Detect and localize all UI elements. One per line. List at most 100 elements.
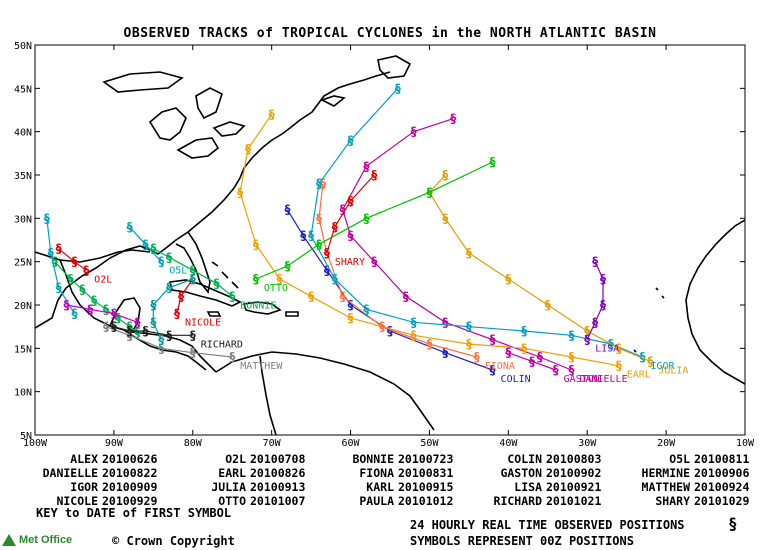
key-entry: O5L 20100811: [622, 452, 770, 466]
key-storm-date: 20101021: [546, 494, 602, 508]
storm-track-richard: §§§§§: [111, 320, 196, 343]
cyclone-position-icon: §: [395, 81, 401, 95]
key-storm-name: PAULA: [359, 494, 394, 508]
key-storm-name: O5L: [669, 452, 690, 466]
lon-label: 30W: [578, 438, 597, 449]
lon-label: 10W: [736, 438, 755, 449]
key-storm-date: 20100921: [546, 480, 602, 494]
cyclone-position-icon: §: [142, 237, 148, 251]
cyclone-position-icon: §: [190, 263, 196, 277]
storm-label-bonnie: BONNIE: [240, 300, 276, 311]
cyclone-position-icon: §: [308, 229, 314, 243]
key-storm-name: LISA: [514, 480, 542, 494]
cyclone-position-icon: §: [363, 211, 369, 225]
key-storm-date: 20100915: [398, 480, 454, 494]
cyclone-position-icon: §: [229, 350, 235, 364]
storm-label-nicole: NICOLE: [185, 318, 221, 329]
key-entry: EARL 20100826: [178, 466, 326, 480]
key-row: DANIELLE 20100822 EARL 20100826 FIONA 2010083…: [30, 466, 770, 480]
cyclone-position-icon: §: [568, 350, 574, 364]
cyclone-position-icon: §: [363, 159, 369, 173]
cyclone-position-icon: §: [521, 324, 527, 338]
cyclone-position-icon: §: [442, 315, 448, 329]
storm-label-julia: JULIA: [658, 365, 688, 376]
lat-label: 45N: [14, 84, 32, 95]
key-storm-date: 20100909: [102, 480, 158, 494]
cyclone-position-icon: §: [111, 320, 117, 334]
cyclone-position-icon: §: [442, 211, 448, 225]
lon-label: 70W: [263, 438, 282, 449]
key-storm-name: ALEX: [70, 452, 98, 466]
storm-track-matthew: § § § § §: [103, 320, 235, 364]
cyclone-position-icon: §: [379, 320, 385, 334]
cyclone-symbol-icon: §: [728, 514, 738, 533]
storm-track-lisa: §§§§§: [584, 255, 606, 347]
cyclone-position-icon: §: [616, 341, 622, 355]
storm-label-colin: COLIN: [501, 374, 531, 385]
cyclone-position-icon: §: [52, 255, 58, 269]
cyclone-position-icon: §: [190, 346, 196, 360]
cyclone-position-icon: §: [229, 289, 235, 303]
cyclone-position-icon: §: [190, 328, 196, 342]
cyclone-position-icon: §: [466, 320, 472, 334]
cyclone-position-icon: §: [600, 272, 606, 286]
storm-track-gaston: §§§: [505, 346, 558, 377]
key-storm-name: DANIELLE: [42, 466, 98, 480]
cyclone-position-icon: §: [111, 307, 117, 321]
storm-label-danielle: DANIELLE: [579, 374, 627, 385]
lon-label: 60W: [342, 438, 361, 449]
cyclone-position-icon: §: [537, 350, 543, 364]
cyclone-position-icon: §: [316, 237, 322, 251]
cyclone-position-icon: §: [474, 350, 480, 364]
key-entry: FIONA 20100831: [326, 466, 474, 480]
cyclone-position-icon: §: [568, 363, 574, 377]
lat-label: 20N: [14, 301, 32, 312]
key-entry: MATTHEW 20100924: [622, 480, 770, 494]
key-storm-name: FIONA: [359, 466, 394, 480]
lon-label: 40W: [499, 438, 518, 449]
key-entry: PAULA 20101012: [326, 494, 474, 508]
cyclone-position-icon: §: [103, 302, 109, 316]
cyclone-position-icon: §: [83, 263, 89, 277]
cyclone-position-icon: §: [158, 341, 164, 355]
key-storm-date: 20100826: [250, 466, 306, 480]
cyclone-position-icon: §: [584, 324, 590, 338]
cyclone-position-icon: §: [466, 337, 472, 351]
cyclone-position-icon: §: [348, 133, 354, 147]
key-storm-name: IGOR: [70, 480, 98, 494]
lon-label: 80W: [184, 438, 203, 449]
key-storm-name: NICOLE: [56, 494, 98, 508]
key-storm-name: KARL: [366, 480, 394, 494]
storm-label-shary: SHARY: [335, 257, 365, 268]
storm-track-o2l: § § §: [56, 242, 90, 278]
key-entry: JULIA 20100913: [178, 480, 326, 494]
cyclone-position-icon: §: [135, 326, 141, 340]
cyclone-position-icon: §: [450, 112, 456, 126]
cyclone-position-icon: §: [387, 324, 393, 338]
cyclone-position-icon: §: [68, 272, 74, 286]
storm-label-o2l: O2L: [94, 274, 112, 285]
key-storm-date: 20100626: [102, 452, 158, 466]
cyclone-position-icon: §: [115, 311, 121, 325]
cyclone-position-icon: §: [592, 255, 598, 269]
cyclone-position-icon: §: [284, 259, 290, 273]
cyclone-position-icon: §: [277, 272, 283, 286]
footer-positions: 24 HOURLY REAL TIME OBSERVED POSITIONS: [410, 518, 685, 532]
lon-label: 50W: [420, 438, 439, 449]
key-storm-name: SHARY: [655, 494, 690, 508]
cyclone-position-icon: §: [324, 246, 330, 260]
cyclone-position-icon: §: [568, 328, 574, 342]
key-storm-date: 20100929: [102, 494, 158, 508]
cyclone-position-icon: §: [253, 272, 259, 286]
cyclone-position-icon: §: [639, 350, 645, 364]
cyclone-position-icon: §: [48, 246, 54, 260]
cyclone-position-icon: §: [237, 185, 243, 199]
key-storm-date: 20100924: [694, 480, 750, 494]
key-storm-date: 20100906: [694, 466, 750, 480]
lat-label: 30N: [14, 214, 32, 225]
cyclone-position-icon: §: [150, 298, 156, 312]
storm-label-o5l: O5L: [169, 266, 187, 277]
lon-label: 90W: [105, 438, 124, 449]
cyclone-position-icon: §: [79, 282, 85, 296]
